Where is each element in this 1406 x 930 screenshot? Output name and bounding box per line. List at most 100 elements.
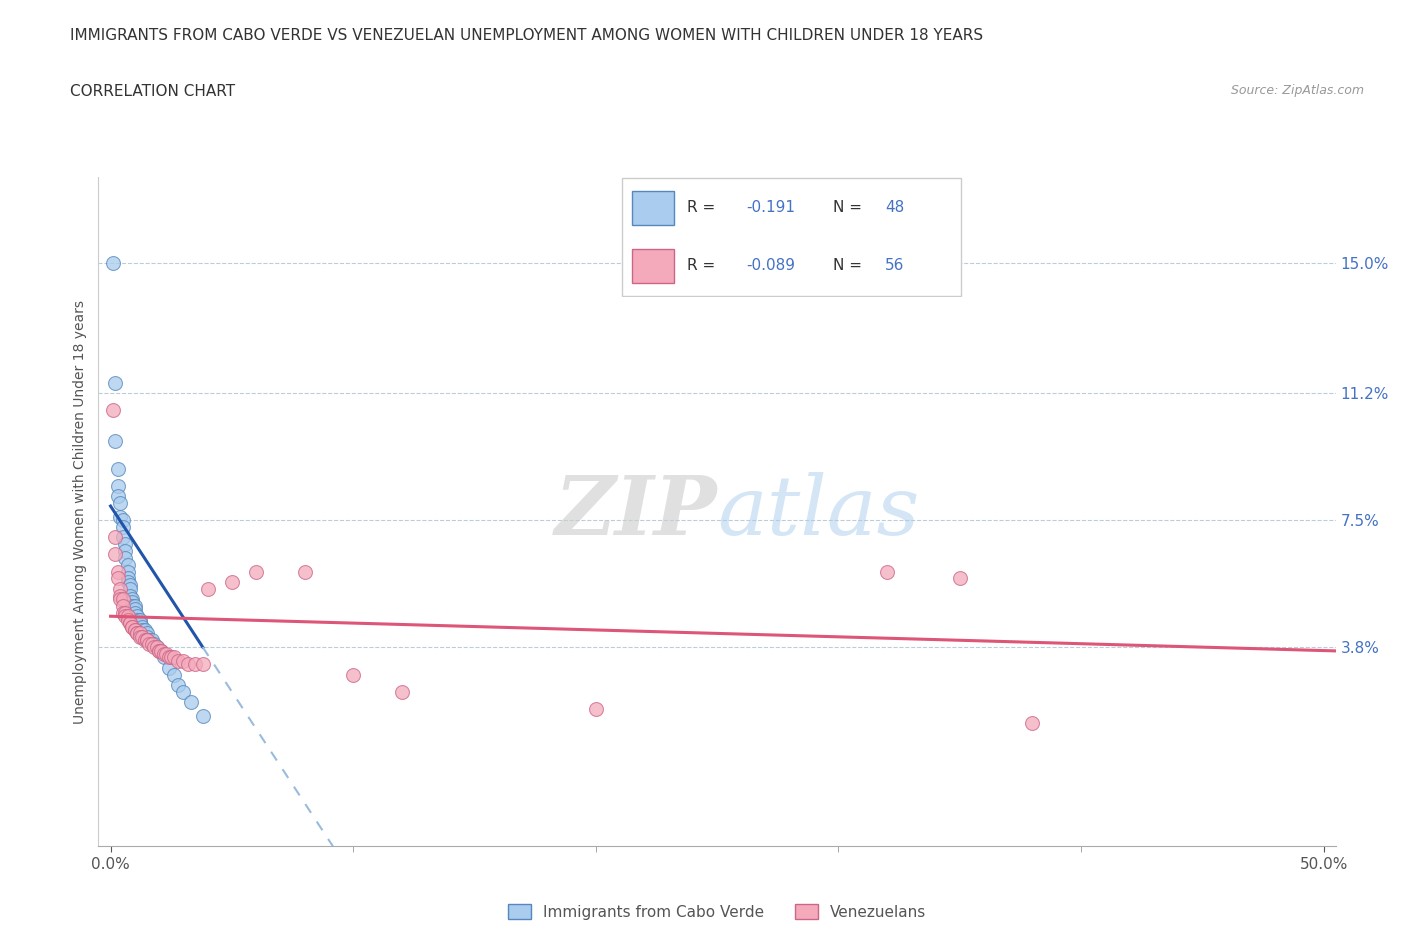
Point <box>162 650 184 665</box>
Point <box>191 709 214 724</box>
Text: Source: ZipAtlas.com: Source: ZipAtlas.com <box>1230 84 1364 97</box>
Point <box>104 547 127 562</box>
Y-axis label: Unemployment Among Women with Children Under 18 years: Unemployment Among Women with Children U… <box>73 299 87 724</box>
Point <box>245 565 267 579</box>
Point <box>141 632 163 647</box>
Point <box>111 591 134 606</box>
Point <box>128 616 150 631</box>
Point <box>172 654 194 669</box>
Point <box>111 605 134 620</box>
Point <box>172 684 194 699</box>
Point <box>134 632 156 647</box>
Text: -0.191: -0.191 <box>747 200 796 215</box>
Point <box>155 646 177 661</box>
Point <box>160 650 183 665</box>
Text: IMMIGRANTS FROM CABO VERDE VS VENEZUELAN UNEMPLOYMENT AMONG WOMEN WITH CHILDREN : IMMIGRANTS FROM CABO VERDE VS VENEZUELAN… <box>70 28 983 43</box>
Point <box>153 646 176 661</box>
Text: atlas: atlas <box>717 472 920 551</box>
Point <box>127 612 149 627</box>
Point <box>114 605 136 620</box>
Point <box>124 622 146 637</box>
Point <box>104 376 127 391</box>
Point <box>136 630 159 644</box>
Point <box>118 616 141 631</box>
Point <box>104 530 127 545</box>
Point <box>128 612 150 627</box>
Point <box>111 530 134 545</box>
Point <box>110 581 132 596</box>
Point <box>134 622 156 637</box>
Point <box>177 657 200 671</box>
Point <box>184 657 207 671</box>
Point <box>162 667 184 682</box>
FancyBboxPatch shape <box>631 192 673 225</box>
Point <box>141 636 163 651</box>
Point <box>117 612 139 627</box>
Point <box>114 543 136 558</box>
Point <box>124 605 146 620</box>
Point <box>101 255 124 270</box>
Point <box>131 630 153 644</box>
Point <box>118 578 141 592</box>
Point <box>114 551 136 565</box>
Point <box>138 632 160 647</box>
Point <box>148 644 170 658</box>
Point <box>294 565 316 579</box>
Point <box>124 622 146 637</box>
Point <box>111 512 134 527</box>
Point <box>121 619 143 634</box>
Point <box>191 657 214 671</box>
Point <box>110 496 132 511</box>
FancyBboxPatch shape <box>631 249 673 283</box>
Point <box>128 626 150 641</box>
Point <box>121 599 143 614</box>
Point <box>127 626 149 641</box>
Point <box>167 677 190 692</box>
Point <box>949 571 972 586</box>
Point <box>117 571 139 586</box>
Point <box>143 640 166 655</box>
Point <box>107 478 129 493</box>
Point <box>180 695 202 710</box>
Point <box>121 619 143 634</box>
Point <box>136 632 159 647</box>
Point <box>131 619 153 634</box>
Point <box>111 599 134 614</box>
Point <box>145 640 167 655</box>
Point <box>111 520 134 535</box>
Point <box>124 599 146 614</box>
Text: CORRELATION CHART: CORRELATION CHART <box>70 84 235 99</box>
Point <box>117 557 139 572</box>
Point <box>143 636 166 651</box>
Point <box>876 565 898 579</box>
Text: -0.089: -0.089 <box>747 258 796 272</box>
FancyBboxPatch shape <box>621 178 962 296</box>
Point <box>585 701 607 716</box>
Point <box>117 575 139 590</box>
Point <box>117 609 139 624</box>
Point <box>104 433 127 448</box>
Point <box>127 609 149 624</box>
Point <box>121 595 143 610</box>
Point <box>107 565 129 579</box>
Point <box>110 588 132 603</box>
Point <box>148 644 170 658</box>
Text: R =: R = <box>688 200 716 215</box>
Point <box>124 602 146 617</box>
Point <box>1021 715 1043 730</box>
Point <box>110 591 132 606</box>
Point <box>391 684 413 699</box>
Point <box>157 650 180 665</box>
Point <box>114 537 136 551</box>
Point <box>127 626 149 641</box>
Point <box>107 461 129 476</box>
Point <box>167 654 190 669</box>
Point <box>145 640 167 655</box>
Text: ZIP: ZIP <box>554 472 717 551</box>
Point <box>110 510 132 525</box>
Point <box>118 616 141 631</box>
Point <box>221 575 243 590</box>
Legend: Immigrants from Cabo Verde, Venezuelans: Immigrants from Cabo Verde, Venezuelans <box>502 897 932 925</box>
Point <box>114 609 136 624</box>
Text: R =: R = <box>688 258 716 272</box>
